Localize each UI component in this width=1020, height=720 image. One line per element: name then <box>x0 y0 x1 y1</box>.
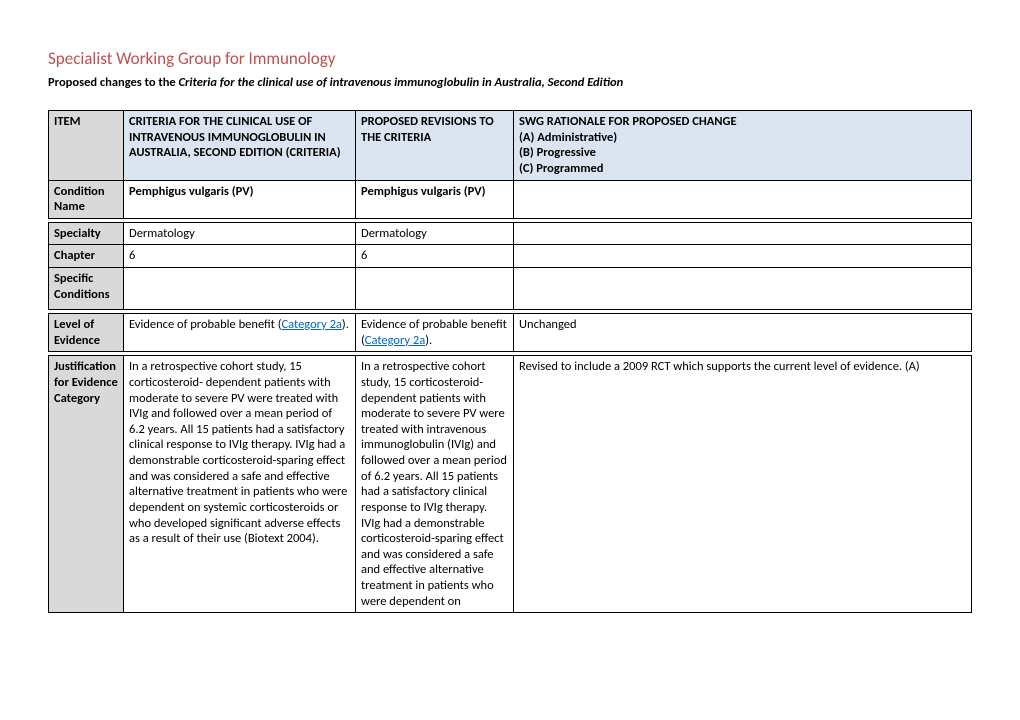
specific-c2 <box>124 268 356 310</box>
row-condition: Condition Name Pemphigus vulgaris (PV) P… <box>49 180 972 218</box>
condition-c2: Pemphigus vulgaris (PV) <box>124 180 356 218</box>
header-row: ITEM CRITERIA FOR THE CLINICAL USE OF IN… <box>49 111 972 181</box>
condition-c2-text: Pemphigus vulgaris (PV) <box>129 184 254 199</box>
level-c3-link[interactable]: Category 2a <box>365 333 425 348</box>
row-level: Level of Evidence Evidence of probable b… <box>49 314 972 352</box>
row-justification: Justification for Evidence Category In a… <box>49 356 972 613</box>
level-c2: Evidence of probable benefit (Category 2… <box>124 314 356 352</box>
justification-c2: In a retrospective cohort study, 15 cort… <box>124 356 356 613</box>
level-c3-post: ). <box>425 333 432 348</box>
page-title: Specialist Working Group for Immunology <box>48 48 972 69</box>
header-proposed: PROPOSED REVISIONS TO THE CRITERIA <box>356 111 514 181</box>
rationale-b: (B) Progressive <box>519 145 596 160</box>
criteria-table: ITEM CRITERIA FOR THE CLINICAL USE OF IN… <box>48 110 972 613</box>
condition-c3: Pemphigus vulgaris (PV) <box>356 180 514 218</box>
label-condition: Condition Name <box>49 180 124 218</box>
rationale-a: (A) Administrative) <box>519 130 617 145</box>
label-specific: Specific Conditions <box>49 268 124 310</box>
chapter-c2: 6 <box>124 245 356 268</box>
chapter-c3: 6 <box>356 245 514 268</box>
specific-c3 <box>356 268 514 310</box>
specialty-c4 <box>514 222 972 245</box>
rationale-title: SWG RATIONALE FOR PROPOSED CHANGE <box>519 114 737 129</box>
label-justification: Justification for Evidence Category <box>49 356 124 613</box>
condition-c4 <box>514 180 972 218</box>
row-chapter: Chapter 6 6 <box>49 245 972 268</box>
condition-c3-text: Pemphigus vulgaris (PV) <box>361 184 486 199</box>
subtitle: Proposed changes to the Criteria for the… <box>48 75 972 90</box>
label-level: Level of Evidence <box>49 314 124 352</box>
rationale-c: (C) Programmed <box>519 161 604 176</box>
header-item: ITEM <box>49 111 124 181</box>
justification-c3: In a retrospective cohort study, 15 cort… <box>356 356 514 613</box>
subtitle-lead: Proposed changes to the <box>48 75 179 90</box>
label-specialty: Specialty <box>49 222 124 245</box>
justification-c4: Revised to include a 2009 RCT which supp… <box>514 356 972 613</box>
level-c2-pre: Evidence of probable benefit ( <box>129 317 281 332</box>
row-specialty: Specialty Dermatology Dermatology <box>49 222 972 245</box>
level-c2-post: ). <box>342 317 349 332</box>
level-c4: Unchanged <box>514 314 972 352</box>
label-chapter: Chapter <box>49 245 124 268</box>
level-c2-link[interactable]: Category 2a <box>281 317 341 332</box>
row-specific: Specific Conditions <box>49 268 972 310</box>
chapter-c4 <box>514 245 972 268</box>
specialty-c3: Dermatology <box>356 222 514 245</box>
subtitle-doc-name: Criteria for the clinical use of intrave… <box>179 75 624 90</box>
header-criteria: CRITERIA FOR THE CLINICAL USE OF INTRAVE… <box>124 111 356 181</box>
specific-c4 <box>514 268 972 310</box>
specialty-c2: Dermatology <box>124 222 356 245</box>
header-rationale: SWG RATIONALE FOR PROPOSED CHANGE (A) Ad… <box>514 111 972 181</box>
level-c3: Evidence of probable benefit (Category 2… <box>356 314 514 352</box>
